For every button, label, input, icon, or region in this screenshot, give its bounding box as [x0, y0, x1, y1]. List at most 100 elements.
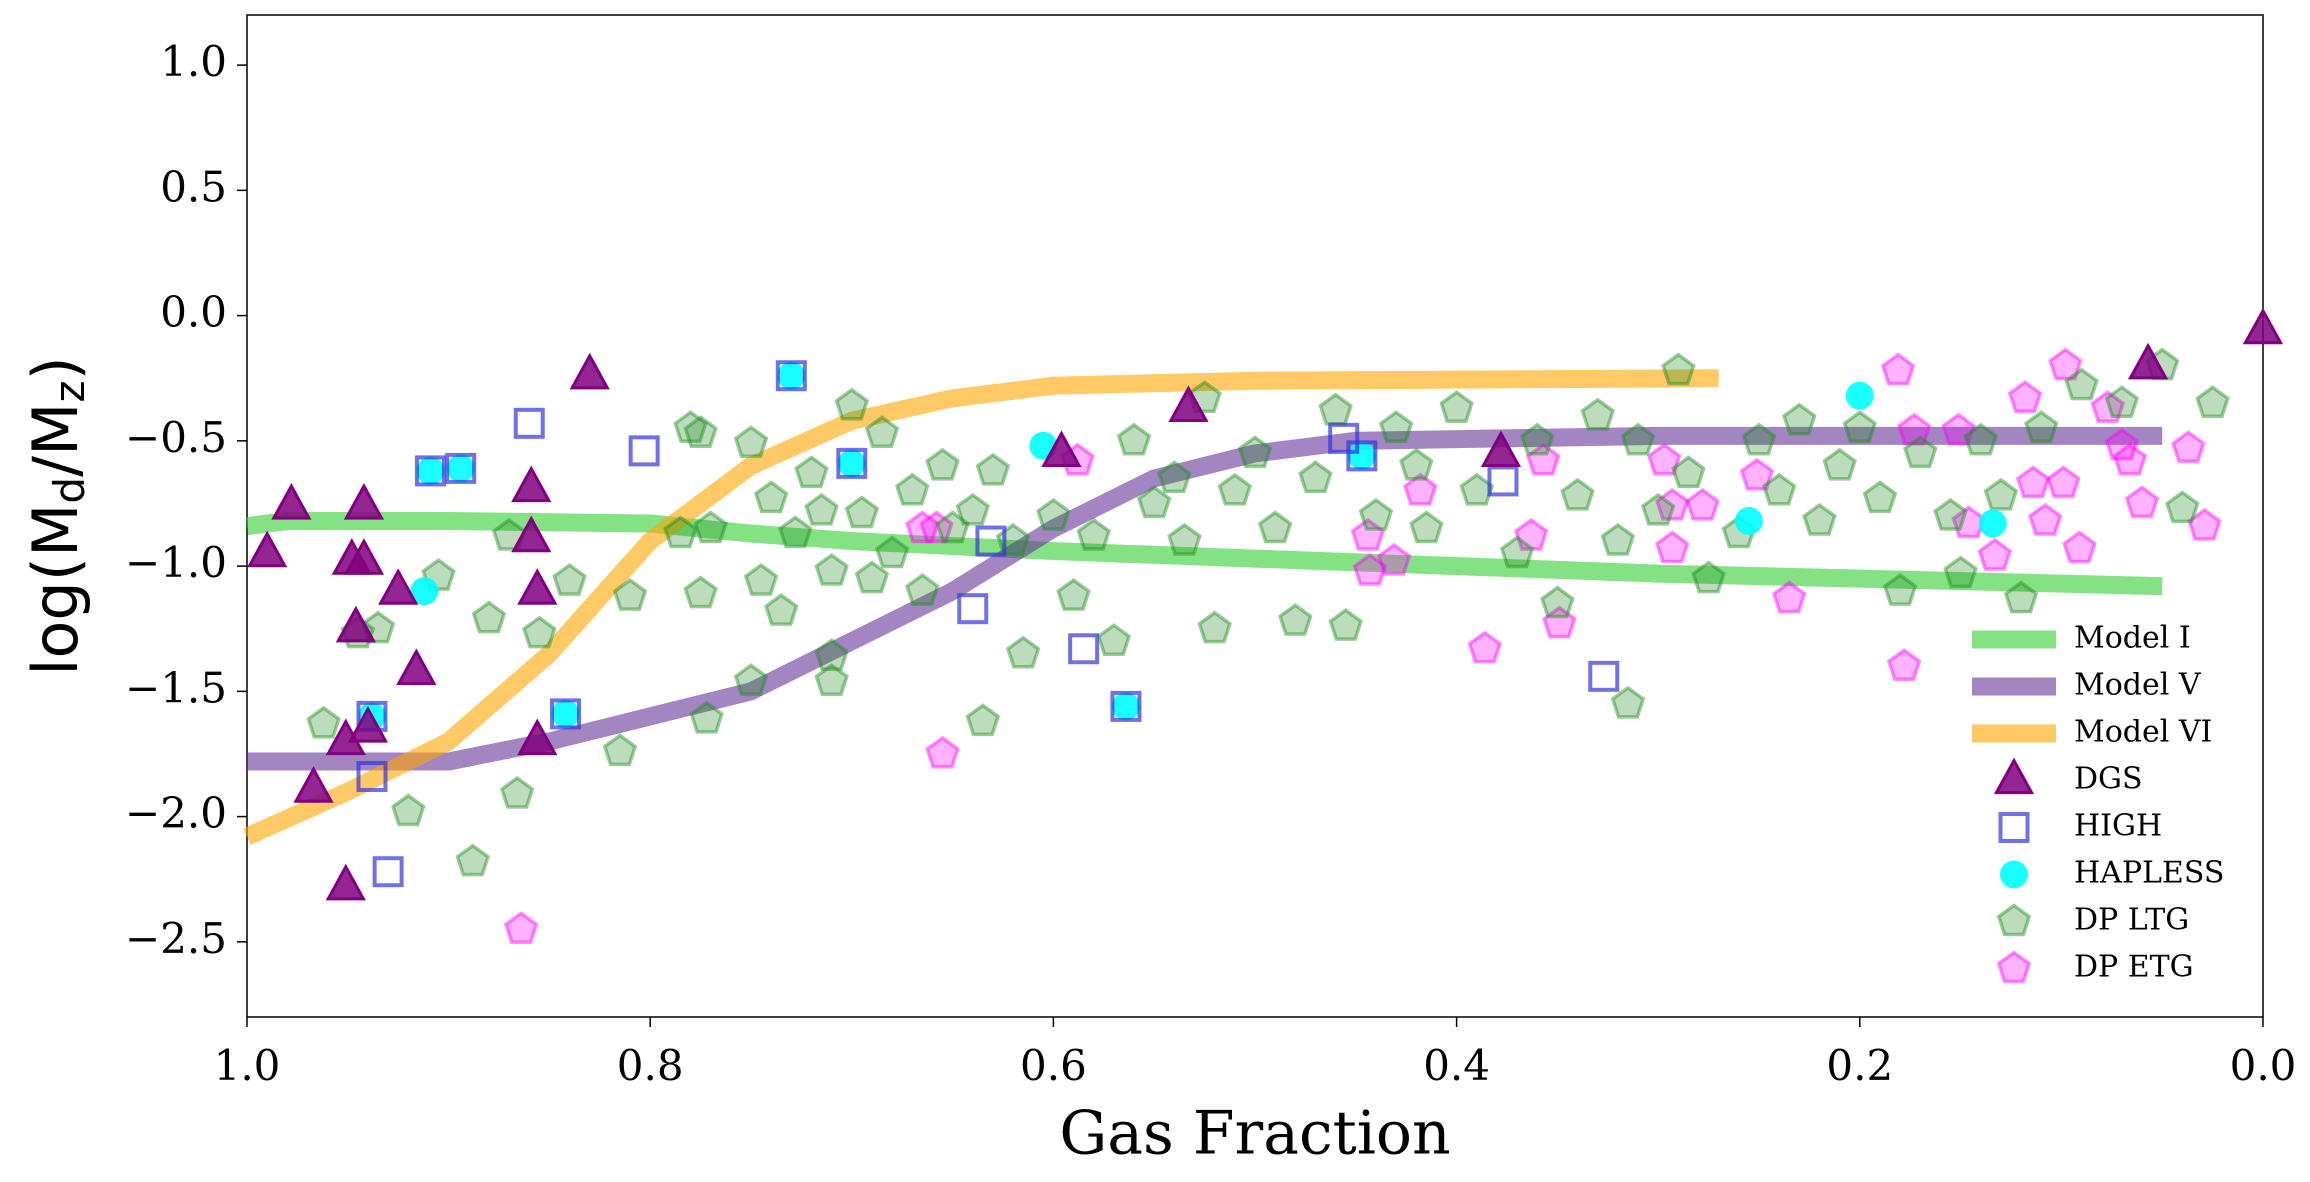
- pentagon-marker: [1096, 623, 1132, 656]
- pentagon-marker: [1741, 422, 1777, 456]
- pentagon-marker: [925, 447, 960, 481]
- legend-label: DP ETG: [2074, 950, 2194, 985]
- pentagon-marker: [1157, 460, 1192, 494]
- pentagon-marker: [1005, 635, 1041, 669]
- pentagon-marker: [1862, 480, 1898, 514]
- pentagon-marker: [1640, 492, 1676, 526]
- pentagon-marker: [804, 492, 839, 526]
- triangle-marker: [293, 766, 334, 803]
- pentagon-marker: [2003, 580, 2039, 614]
- square-marker: [1068, 633, 1100, 665]
- y-tick-label: 0.5: [160, 162, 227, 211]
- square-marker: [513, 407, 545, 439]
- square-marker: [1346, 440, 1378, 472]
- pentagon-marker: [2048, 347, 2083, 381]
- pentagon-marker: [2027, 502, 2063, 536]
- y-axis-label-part: z: [45, 380, 94, 402]
- pentagon-marker: [1350, 517, 1386, 551]
- y-tick-label: −1.5: [125, 663, 227, 712]
- x-tick-label: 0.0: [2230, 1041, 2297, 1090]
- pentagon-marker: [683, 415, 718, 449]
- pentagon-marker: [2171, 430, 2206, 464]
- pentagon-marker: [874, 535, 910, 569]
- pentagon-marker: [844, 495, 880, 529]
- pentagon-marker: [1802, 502, 1837, 536]
- pentagon-marker: [1467, 630, 1503, 664]
- pentagon-marker: [1996, 950, 2032, 984]
- plot-frame: [246, 14, 2264, 1018]
- pentagon-marker: [1842, 410, 1878, 444]
- triangle-marker: [271, 483, 312, 520]
- square-marker: [775, 360, 807, 392]
- square-marker: [1328, 422, 1360, 454]
- legend-label: DGS: [2074, 762, 2143, 797]
- x-tick-label: 1.0: [214, 1041, 281, 1090]
- pentagon-marker: [2062, 530, 2097, 564]
- pentagon-marker: [1941, 412, 1976, 446]
- circle-marker: [1734, 507, 1763, 536]
- square-marker: [1588, 660, 1620, 692]
- square-marker: [372, 856, 404, 888]
- pentagon-marker: [1459, 472, 1495, 506]
- pentagon-marker: [1963, 422, 1999, 456]
- circle-marker: [551, 699, 580, 728]
- pentagon-marker: [1933, 497, 1968, 531]
- pentagon-marker: [955, 492, 991, 526]
- pentagon-marker: [503, 911, 539, 945]
- y-tick-label: −0.5: [125, 413, 227, 462]
- pentagon-marker: [864, 415, 900, 449]
- pentagon-marker: [1298, 460, 1333, 494]
- pentagon-marker: [491, 517, 527, 551]
- pentagon-marker: [673, 410, 708, 444]
- pentagon-marker: [1519, 422, 1555, 456]
- pentagon-marker: [1671, 455, 1706, 489]
- pentagon-marker: [1526, 442, 1561, 476]
- triangle-marker: [343, 483, 385, 520]
- pentagon-marker: [499, 775, 535, 809]
- pentagon-marker: [1655, 530, 1690, 564]
- pentagon-marker: [306, 705, 341, 739]
- pentagon-marker: [1600, 522, 1636, 556]
- pentagon-marker: [2112, 442, 2148, 476]
- pentagon-marker: [975, 452, 1011, 486]
- pentagon-marker: [1771, 580, 1807, 614]
- pentagon-marker: [905, 510, 940, 544]
- y-axis-label-part: ): [19, 356, 92, 380]
- pentagon-marker: [612, 577, 648, 611]
- circle-marker: [416, 456, 445, 485]
- square-marker: [356, 761, 388, 793]
- pentagon-marker: [1399, 447, 1434, 481]
- pentagon-marker: [391, 793, 426, 827]
- triangle-marker: [569, 352, 610, 390]
- pentagon-marker: [1217, 472, 1253, 506]
- triangle-marker: [511, 465, 552, 503]
- pentagon-marker: [1903, 435, 1938, 469]
- pentagon-marker: [1403, 472, 1438, 506]
- square-marker: [414, 455, 446, 487]
- pentagon-marker: [2015, 465, 2051, 499]
- triangle-marker: [2242, 307, 2284, 345]
- triangle-marker: [378, 568, 419, 605]
- circle-marker: [1347, 441, 1376, 470]
- pentagon-marker: [1278, 603, 1313, 636]
- pentagon-marker: [1610, 685, 1646, 719]
- triangle-marker: [347, 705, 389, 743]
- pentagon-marker: [1499, 535, 1535, 569]
- pentagon-marker: [693, 510, 728, 544]
- pentagon-marker: [834, 387, 870, 421]
- pentagon-marker: [1409, 510, 1444, 544]
- square-marker: [628, 435, 660, 467]
- square-marker: [1487, 465, 1519, 497]
- pentagon-marker: [753, 480, 789, 514]
- pentagon-marker: [895, 472, 930, 506]
- triangle-marker: [247, 530, 288, 568]
- pentagon-marker: [602, 733, 638, 767]
- pentagon-marker: [522, 615, 557, 649]
- pentagon-marker: [1358, 497, 1394, 531]
- circle-marker: [777, 361, 806, 390]
- pentagon-marker: [1896, 412, 1932, 446]
- triangle-marker: [343, 538, 385, 575]
- pentagon-marker: [2046, 465, 2081, 499]
- pentagon-marker: [2104, 385, 2140, 418]
- pentagon-marker: [733, 425, 769, 459]
